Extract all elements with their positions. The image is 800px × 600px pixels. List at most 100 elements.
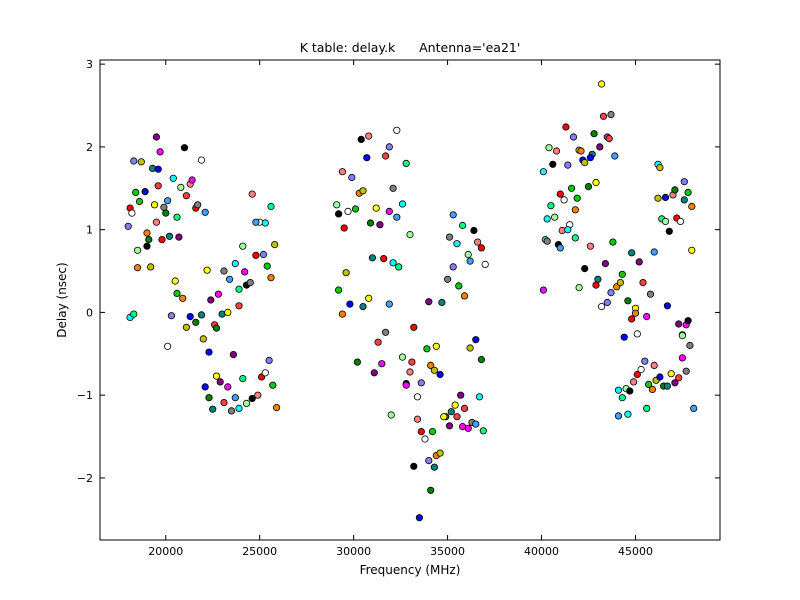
data-point — [227, 407, 236, 415]
data-point — [192, 318, 200, 326]
data-point — [235, 404, 243, 412]
data-point — [656, 164, 664, 172]
data-point — [128, 209, 136, 217]
data-point — [427, 361, 435, 369]
data-point — [639, 278, 647, 287]
data-point — [421, 435, 429, 443]
data-point — [581, 264, 589, 273]
data-point — [680, 196, 688, 204]
y-tick-label: 2 — [86, 141, 93, 154]
data-point — [389, 259, 397, 267]
data-point — [618, 270, 626, 278]
data-point — [171, 277, 179, 285]
data-point — [472, 420, 480, 428]
data-point — [628, 249, 636, 257]
data-point — [164, 197, 172, 205]
data-point — [212, 324, 221, 332]
x-tick-label: 40000 — [524, 545, 559, 558]
data-point — [220, 398, 228, 407]
data-point — [402, 159, 410, 167]
data-point — [449, 211, 457, 219]
data-point — [564, 161, 572, 169]
data-point — [188, 176, 196, 184]
data-point — [359, 302, 367, 311]
data-point — [267, 274, 275, 282]
data-point — [628, 315, 636, 323]
data-point — [569, 133, 578, 141]
data-point — [430, 366, 438, 374]
data-point — [417, 427, 425, 436]
data-point — [132, 188, 140, 196]
data-point — [626, 387, 634, 395]
data-point — [592, 281, 600, 289]
data-point — [661, 193, 670, 201]
data-point — [545, 144, 553, 152]
x-axis-label: Frequency (MHz) — [360, 563, 461, 577]
data-point — [453, 240, 461, 248]
data-point — [246, 278, 254, 287]
data-point — [684, 317, 692, 325]
data-point — [231, 394, 239, 402]
data-point — [451, 401, 459, 409]
y-tick-label: −1 — [77, 389, 93, 402]
data-point — [675, 320, 683, 328]
data-point — [261, 219, 269, 227]
y-tick-label: 3 — [86, 58, 93, 71]
data-point — [226, 275, 234, 283]
data-point — [447, 408, 455, 416]
data-point — [398, 353, 407, 361]
data-point — [597, 80, 606, 88]
y-axis-label: Delay (nsec) — [55, 262, 69, 337]
data-point — [334, 210, 343, 218]
data-point — [363, 154, 371, 162]
data-point — [348, 173, 356, 182]
data-point — [481, 260, 489, 268]
data-point — [472, 336, 480, 344]
data-point — [372, 204, 380, 212]
data-point — [473, 238, 482, 246]
data-point — [164, 342, 172, 350]
data-point — [458, 221, 467, 230]
data-point — [641, 357, 649, 365]
data-point — [430, 463, 438, 471]
data-point — [633, 330, 641, 338]
data-point — [359, 187, 367, 195]
data-point — [351, 205, 360, 213]
data-point — [265, 356, 273, 364]
data-point — [547, 202, 555, 210]
data-point — [209, 405, 217, 413]
data-point — [543, 237, 551, 245]
data-point — [440, 413, 448, 421]
data-point — [220, 267, 228, 275]
data-point — [398, 200, 407, 208]
data-point — [417, 379, 425, 387]
data-point — [378, 360, 386, 368]
data-point — [267, 202, 275, 211]
data-point — [385, 300, 393, 308]
data-point — [216, 378, 224, 386]
data-point — [152, 133, 160, 141]
data-point — [449, 263, 457, 271]
data-point — [443, 275, 452, 283]
data-point — [235, 302, 243, 310]
data-point — [158, 236, 166, 244]
data-point — [173, 213, 181, 221]
data-point — [586, 242, 595, 250]
data-point — [224, 383, 232, 391]
data-point — [368, 254, 376, 262]
data-point — [644, 380, 653, 388]
data-point — [162, 209, 170, 217]
x-tick-label: 20000 — [148, 545, 183, 558]
data-point — [229, 350, 237, 359]
data-point — [263, 262, 271, 270]
data-point — [252, 251, 260, 259]
data-point — [690, 404, 698, 412]
data-point — [156, 148, 164, 156]
data-point — [380, 255, 388, 263]
data-point — [147, 263, 155, 271]
data-point — [346, 300, 354, 308]
data-point — [197, 311, 206, 319]
data-point — [410, 462, 418, 470]
data-point — [239, 242, 247, 250]
data-point — [425, 298, 433, 306]
